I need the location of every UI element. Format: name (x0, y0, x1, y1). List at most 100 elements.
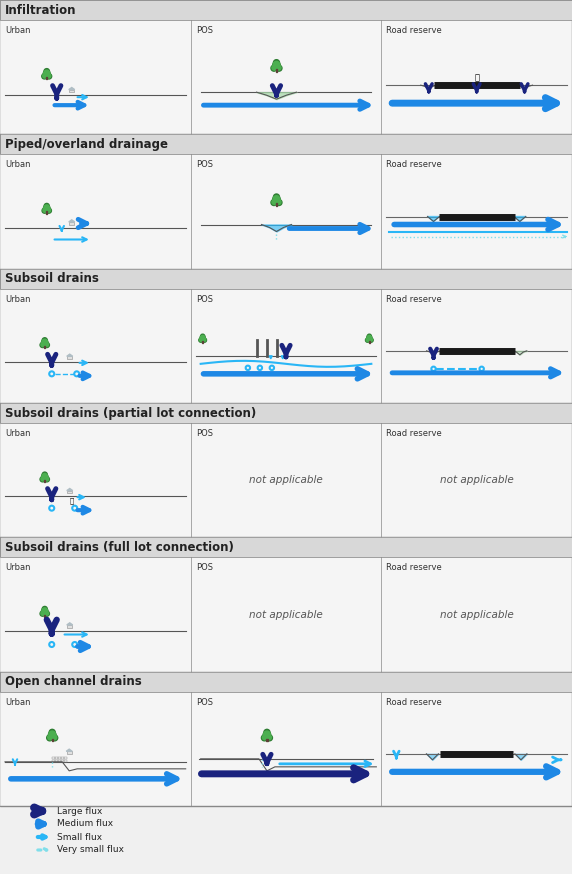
Bar (0, 403, 572, 423)
Text: Road reserve: Road reserve (386, 429, 442, 438)
Circle shape (49, 731, 55, 738)
Text: Very small flux: Very small flux (57, 845, 124, 855)
Text: not applicable: not applicable (440, 475, 514, 485)
Polygon shape (269, 356, 272, 359)
Text: not applicable: not applicable (440, 609, 514, 620)
Circle shape (40, 611, 45, 616)
Circle shape (273, 61, 280, 69)
Circle shape (276, 66, 281, 70)
Circle shape (200, 338, 203, 342)
Text: Urban: Urban (5, 564, 30, 572)
Bar (52, 760, 55, 762)
Bar (61, 757, 64, 760)
Bar (51, 739, 53, 741)
Circle shape (276, 199, 281, 205)
Text: Medium flux: Medium flux (57, 820, 113, 829)
Circle shape (263, 731, 271, 739)
Circle shape (276, 66, 282, 71)
Text: Urban: Urban (5, 295, 30, 303)
Bar (46, 77, 47, 80)
Circle shape (367, 334, 371, 338)
Circle shape (47, 735, 53, 741)
Text: POS: POS (196, 564, 213, 572)
Bar (64, 760, 67, 762)
Text: Urban: Urban (5, 697, 30, 707)
Text: Small flux: Small flux (57, 833, 102, 842)
Bar (0, 538, 572, 558)
Circle shape (44, 476, 49, 481)
Bar (67, 490, 72, 493)
Text: Road reserve: Road reserve (386, 295, 442, 303)
Text: Road reserve: Road reserve (386, 697, 442, 707)
Bar (369, 341, 370, 343)
Bar (202, 341, 203, 343)
Circle shape (42, 339, 47, 345)
Circle shape (273, 196, 280, 204)
Circle shape (51, 735, 57, 739)
Circle shape (42, 474, 47, 479)
Bar (44, 480, 45, 482)
Circle shape (369, 338, 373, 343)
Text: Road reserve: Road reserve (386, 160, 442, 170)
Bar (69, 222, 74, 225)
Text: POS: POS (196, 697, 213, 707)
Circle shape (42, 472, 47, 477)
Circle shape (44, 343, 49, 347)
Circle shape (42, 208, 47, 213)
Circle shape (201, 334, 205, 338)
Bar (61, 760, 64, 762)
Bar (69, 90, 74, 92)
Bar (267, 739, 268, 741)
Polygon shape (514, 217, 526, 221)
Circle shape (43, 73, 47, 78)
Text: Road reserve: Road reserve (386, 564, 442, 572)
Text: POS: POS (196, 429, 213, 438)
Circle shape (42, 474, 48, 480)
Bar (58, 760, 61, 762)
Bar (0, 423, 572, 538)
Bar (0, 288, 572, 403)
Circle shape (43, 208, 47, 212)
Circle shape (264, 731, 270, 738)
Polygon shape (67, 489, 73, 490)
Circle shape (47, 735, 53, 739)
Circle shape (46, 73, 51, 79)
Circle shape (202, 338, 206, 342)
Circle shape (273, 61, 280, 68)
Circle shape (41, 476, 45, 481)
Circle shape (41, 343, 45, 347)
Circle shape (199, 338, 203, 343)
Circle shape (42, 339, 48, 345)
Text: not applicable: not applicable (249, 475, 323, 485)
Text: 🌿: 🌿 (474, 73, 479, 82)
Circle shape (263, 735, 268, 739)
Bar (0, 268, 572, 288)
Circle shape (369, 338, 372, 342)
Circle shape (272, 66, 277, 70)
Bar (58, 757, 61, 760)
Bar (0, 20, 572, 135)
Circle shape (44, 70, 50, 76)
Text: POS: POS (196, 295, 213, 303)
Polygon shape (66, 749, 72, 752)
Polygon shape (67, 623, 73, 625)
Bar (276, 204, 277, 206)
Text: Road reserve: Road reserve (386, 26, 442, 35)
Text: not applicable: not applicable (249, 609, 323, 620)
Circle shape (46, 208, 51, 213)
Circle shape (44, 611, 49, 616)
Polygon shape (69, 87, 75, 90)
Circle shape (44, 69, 49, 74)
Circle shape (44, 204, 49, 209)
Bar (67, 625, 72, 628)
Circle shape (42, 608, 48, 614)
Text: Urban: Urban (5, 26, 30, 35)
Text: Urban: Urban (5, 429, 30, 438)
Bar (276, 69, 277, 72)
Bar (52, 757, 55, 760)
Bar (67, 357, 72, 359)
Circle shape (367, 336, 372, 341)
Circle shape (366, 338, 370, 343)
Circle shape (49, 729, 55, 735)
Circle shape (200, 336, 205, 341)
